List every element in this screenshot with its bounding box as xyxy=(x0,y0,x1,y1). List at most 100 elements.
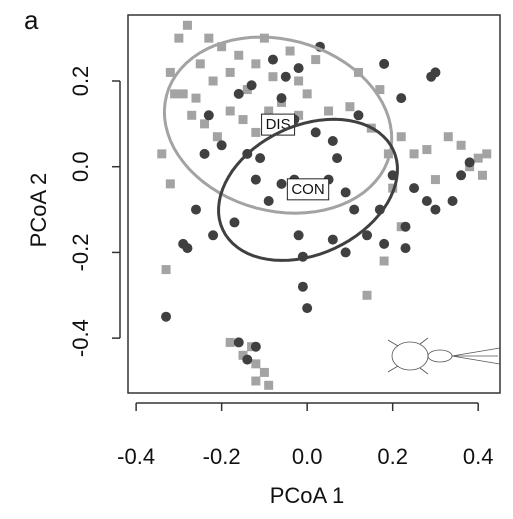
point xyxy=(297,281,308,292)
point xyxy=(238,350,248,360)
point xyxy=(225,106,235,116)
ellipse xyxy=(162,35,394,215)
point xyxy=(225,67,235,77)
point xyxy=(259,367,269,377)
y-tick-label: 0.0 xyxy=(68,151,93,182)
point xyxy=(217,42,227,52)
point xyxy=(178,89,188,99)
plot-box xyxy=(127,14,501,394)
point xyxy=(242,85,252,95)
point xyxy=(276,178,287,189)
point xyxy=(174,33,184,43)
panel-label: a xyxy=(24,5,39,35)
x-tick-label: 0.0 xyxy=(292,444,323,469)
label-box xyxy=(286,178,330,201)
point xyxy=(204,33,214,43)
point xyxy=(195,59,205,69)
point xyxy=(242,354,253,365)
point xyxy=(353,110,364,121)
point xyxy=(190,204,201,215)
point xyxy=(191,93,201,103)
point xyxy=(234,50,244,60)
point xyxy=(375,85,385,95)
ellipse-label: CON xyxy=(291,181,324,198)
point xyxy=(170,89,180,99)
point xyxy=(200,119,210,129)
point xyxy=(464,157,475,168)
point xyxy=(250,174,261,185)
point xyxy=(264,380,274,390)
point xyxy=(426,71,437,82)
point xyxy=(327,234,338,245)
point xyxy=(276,93,287,104)
ellipse xyxy=(217,117,399,262)
point xyxy=(482,149,492,159)
point xyxy=(294,110,304,120)
point xyxy=(263,196,274,206)
point xyxy=(409,149,419,159)
point xyxy=(349,204,360,215)
point xyxy=(430,204,441,215)
insect-icon xyxy=(387,337,501,375)
point xyxy=(422,145,432,155)
x-tick-label: -0.2 xyxy=(203,444,241,469)
point xyxy=(229,217,240,228)
point xyxy=(280,71,291,82)
point xyxy=(161,265,171,275)
point xyxy=(324,106,334,116)
x-tick-label: 0.2 xyxy=(377,444,408,469)
point xyxy=(187,110,197,120)
point xyxy=(379,238,390,249)
point xyxy=(387,170,398,181)
point xyxy=(430,175,440,185)
point xyxy=(208,76,218,86)
point xyxy=(264,106,274,116)
point xyxy=(400,243,411,254)
point xyxy=(203,110,214,121)
point xyxy=(473,153,483,163)
y-tick-label: -0.4 xyxy=(68,319,93,357)
point xyxy=(250,341,261,352)
point xyxy=(199,148,210,159)
point xyxy=(212,132,222,142)
point xyxy=(165,67,175,77)
point xyxy=(251,59,261,69)
point xyxy=(251,376,261,386)
point xyxy=(255,153,266,164)
point xyxy=(233,337,244,348)
point xyxy=(379,256,389,266)
point xyxy=(400,221,411,232)
point xyxy=(362,290,372,300)
point xyxy=(456,140,466,150)
point xyxy=(293,230,304,241)
x-tick-label: 0.4 xyxy=(463,444,494,469)
point xyxy=(285,46,295,56)
point xyxy=(302,303,313,314)
point xyxy=(396,93,407,104)
x-tick-label: -0.4 xyxy=(117,444,155,469)
y-axis-label: PCoA 2 xyxy=(26,173,51,248)
point xyxy=(477,170,487,180)
point xyxy=(225,337,235,347)
point xyxy=(251,127,261,137)
y-tick-label: -0.2 xyxy=(68,233,93,271)
point xyxy=(268,72,278,82)
point xyxy=(421,196,432,206)
point xyxy=(251,359,261,369)
point xyxy=(396,132,406,142)
point xyxy=(233,88,244,99)
point xyxy=(340,247,351,258)
point xyxy=(294,76,304,86)
point xyxy=(310,127,321,138)
point xyxy=(379,58,390,69)
point xyxy=(246,80,257,91)
point xyxy=(267,54,278,65)
point xyxy=(327,136,338,146)
point xyxy=(456,170,467,181)
point xyxy=(238,115,248,125)
point xyxy=(302,89,312,99)
point xyxy=(216,140,227,151)
point xyxy=(182,243,193,254)
point xyxy=(409,183,420,194)
